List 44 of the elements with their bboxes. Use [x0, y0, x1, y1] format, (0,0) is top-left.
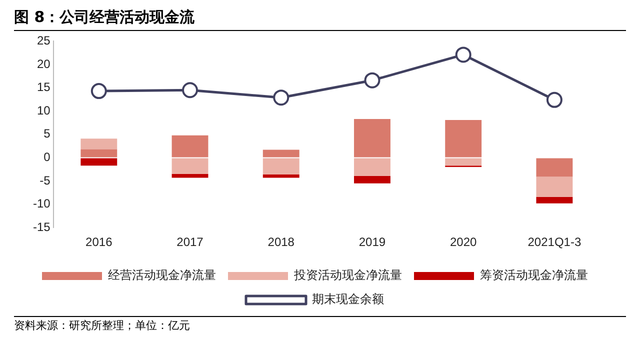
- bar: [262, 158, 300, 174]
- bar: [262, 150, 300, 158]
- bar: [80, 138, 118, 150]
- y-tick-label: 5: [44, 126, 51, 141]
- x-tick-label: 2016: [86, 235, 113, 250]
- y-tick-label: -15: [33, 220, 51, 234]
- bar: [354, 158, 390, 176]
- bar: [354, 176, 390, 184]
- y-tick-label: 25: [36, 34, 51, 48]
- legend-label: 经营活动现金净流量: [108, 268, 216, 282]
- x-tick-label: 2020: [450, 235, 478, 250]
- bar: [354, 119, 390, 158]
- bar: [445, 158, 482, 166]
- chart-title: 图 8：公司经营活动现金流: [14, 4, 626, 31]
- x-tick-label: 2017: [176, 235, 204, 250]
- bar: [80, 158, 118, 166]
- bar: [80, 149, 118, 158]
- x-tick-label: 2018: [268, 235, 295, 250]
- legend-label: 筹资活动现金净流量: [480, 268, 588, 282]
- point: [546, 92, 562, 108]
- text: 资料来源：研究所整理；单位：亿元: [14, 316, 626, 335]
- legend-label: 期末现金余额: [312, 292, 384, 306]
- bar: [172, 158, 208, 174]
- bar: [172, 174, 208, 178]
- y-tick-label: 0: [44, 150, 51, 164]
- point: [273, 90, 290, 106]
- bar: [172, 135, 208, 158]
- y-tick-label: -5: [40, 173, 51, 188]
- x-tick-label: 2019: [358, 235, 386, 250]
- point: [455, 46, 472, 63]
- point: [90, 83, 107, 100]
- y-tick-label: -10: [33, 196, 51, 211]
- bar: [262, 174, 300, 178]
- point: [364, 72, 380, 88]
- y-tick-label: 20: [36, 56, 51, 71]
- legend-label: 投资活动现金净流量: [293, 268, 402, 282]
- y-tick-label: 15: [36, 80, 51, 94]
- x-tick-label: 2021Q1-3: [528, 235, 582, 250]
- y-tick-label: 10: [36, 103, 51, 118]
- bar: [536, 176, 573, 197]
- bar: [445, 120, 482, 158]
- bar: [536, 158, 573, 177]
- bar: [536, 196, 573, 204]
- point: [182, 82, 198, 98]
